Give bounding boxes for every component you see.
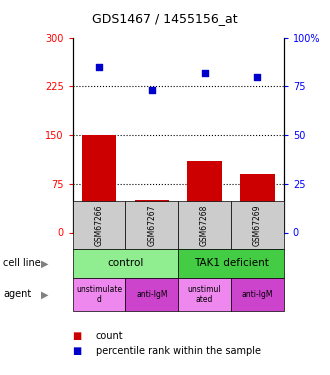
- Bar: [240, 174, 275, 232]
- Bar: [187, 161, 222, 232]
- Text: anti-IgM: anti-IgM: [242, 290, 273, 299]
- Text: ▶: ▶: [41, 258, 48, 268]
- Bar: [178, 278, 231, 311]
- Text: GSM67266: GSM67266: [94, 204, 104, 246]
- Text: unstimul
ated: unstimul ated: [188, 285, 221, 304]
- Bar: [231, 278, 284, 311]
- Bar: [82, 135, 116, 232]
- Text: GSM67267: GSM67267: [147, 204, 156, 246]
- Bar: [125, 201, 178, 249]
- Text: agent: agent: [3, 290, 32, 299]
- Text: TAK1 deficient: TAK1 deficient: [194, 258, 268, 268]
- Bar: [178, 201, 231, 249]
- Text: cell line: cell line: [3, 258, 41, 268]
- Bar: [73, 249, 178, 278]
- Point: [149, 87, 154, 93]
- Text: ■: ■: [73, 331, 82, 340]
- Text: count: count: [96, 331, 123, 340]
- Text: GDS1467 / 1455156_at: GDS1467 / 1455156_at: [92, 12, 238, 25]
- Point: [96, 64, 102, 70]
- Bar: [73, 278, 125, 311]
- Point: [202, 70, 207, 76]
- Bar: [135, 200, 169, 232]
- Bar: [125, 278, 178, 311]
- Text: ▶: ▶: [41, 290, 48, 299]
- Text: GSM67268: GSM67268: [200, 204, 209, 246]
- Text: ■: ■: [73, 346, 82, 355]
- Bar: [73, 201, 125, 249]
- Text: control: control: [107, 258, 144, 268]
- Text: unstimulate
d: unstimulate d: [76, 285, 122, 304]
- Point: [255, 74, 260, 80]
- Text: anti-IgM: anti-IgM: [136, 290, 168, 299]
- Text: percentile rank within the sample: percentile rank within the sample: [96, 346, 261, 355]
- Text: GSM67269: GSM67269: [253, 204, 262, 246]
- Bar: [231, 201, 284, 249]
- Bar: [178, 249, 284, 278]
